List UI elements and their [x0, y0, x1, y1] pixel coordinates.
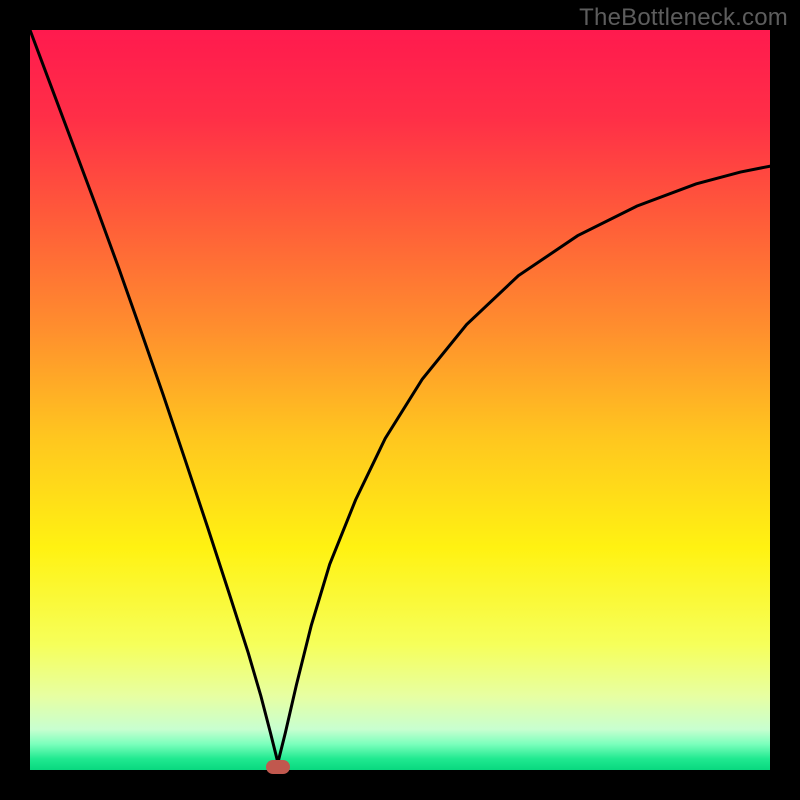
- dip-marker: [266, 760, 290, 774]
- watermark-text: TheBottleneck.com: [579, 4, 788, 32]
- chart-frame: TheBottleneck.com: [0, 0, 800, 800]
- plot-background: [30, 30, 770, 770]
- bottleneck-plot: [30, 30, 770, 770]
